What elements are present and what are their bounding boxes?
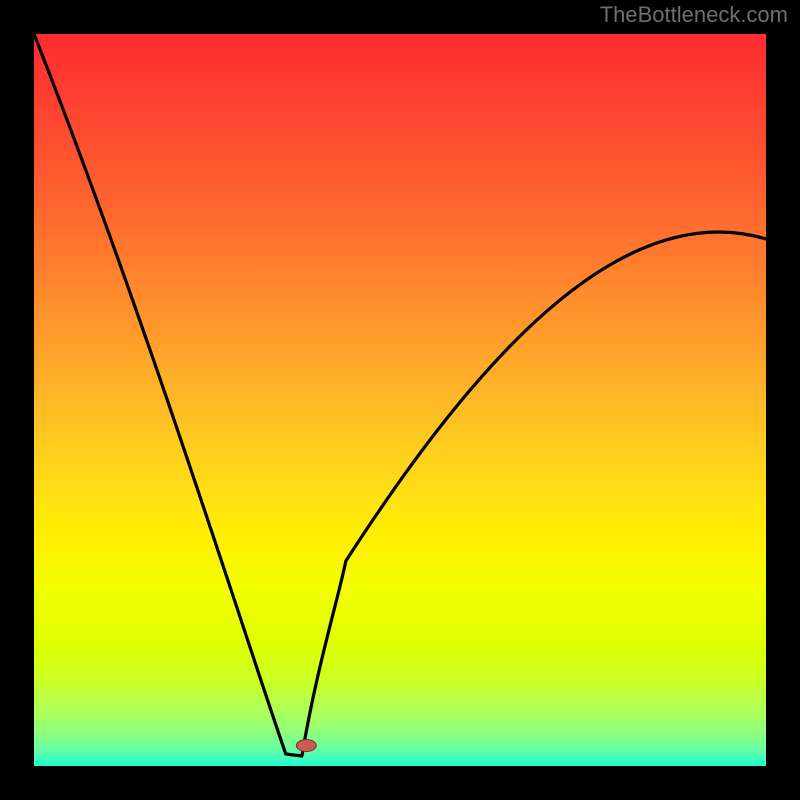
watermark-text: TheBottleneck.com bbox=[600, 2, 788, 28]
optimal-marker bbox=[296, 740, 316, 752]
plot-background bbox=[34, 34, 766, 766]
chart-svg bbox=[0, 0, 800, 800]
bottleneck-chart: TheBottleneck.com bbox=[0, 0, 800, 800]
